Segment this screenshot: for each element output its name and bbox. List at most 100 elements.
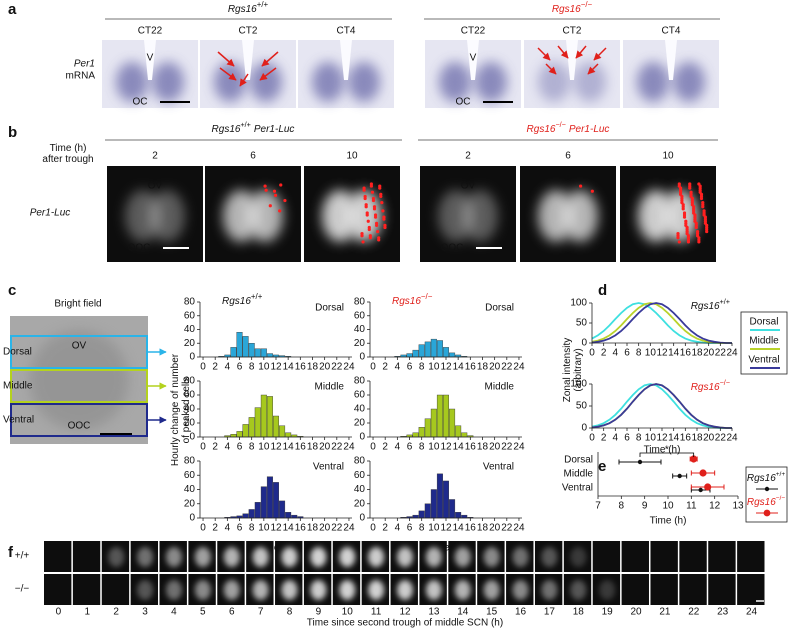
peak-cell-dot — [383, 225, 387, 230]
y-tick-label: 20 — [354, 338, 366, 349]
x-tick-label: 14 — [453, 362, 465, 373]
frame-signal — [194, 580, 211, 600]
frame-image — [621, 574, 649, 605]
y-tick-label: 20 — [354, 498, 366, 509]
arrow — [557, 45, 569, 59]
frame-signal — [108, 547, 125, 567]
peak-cell-dot — [372, 207, 377, 211]
time-tick-label: 12 — [399, 607, 411, 618]
time-tick-label: 14 — [457, 607, 469, 618]
y-tick-label: 0 — [189, 352, 195, 363]
x-tick-label: 20 — [489, 362, 501, 373]
time-tick-label: 6 — [229, 607, 235, 618]
frame-signal — [570, 547, 587, 567]
time-tick-label: 16 — [515, 607, 527, 618]
point — [690, 455, 698, 463]
time-tick-label: 3 — [142, 607, 148, 618]
peak-cell-dot — [693, 219, 697, 223]
peak-cell-dot — [380, 201, 384, 205]
x-tick-label: 6 — [237, 523, 243, 534]
x-tick-label: 16 — [465, 362, 477, 373]
bar — [291, 514, 298, 519]
ish-signal — [250, 62, 282, 102]
peak-cell-dot — [692, 211, 696, 215]
y-tick-label: 20 — [184, 498, 196, 509]
peak-cell-dot — [701, 205, 705, 209]
oc-label: OC — [133, 97, 148, 108]
x-tick-label: 11 — [686, 501, 697, 512]
y-tick-label: 80 — [184, 376, 196, 387]
y-tick-label: 100 — [570, 379, 587, 390]
panel-label: d — [598, 282, 607, 299]
x-tick-label: 18 — [477, 362, 489, 373]
x-tick-label: 14 — [453, 523, 465, 534]
x-tick-label: 14 — [668, 348, 680, 359]
peak-cell-dot — [682, 215, 687, 219]
category-label: Middle — [564, 469, 594, 480]
ooc-label: OOC — [441, 243, 464, 254]
y-tick-label: 0 — [189, 432, 195, 443]
y-tick-label: 0 — [359, 352, 365, 363]
genotype-label: Rgs16+/+ — [222, 292, 263, 307]
peak-cell-dot — [685, 232, 689, 236]
bar — [424, 503, 431, 519]
time-tick-label: 23 — [717, 607, 729, 618]
bar — [449, 499, 456, 519]
x-tick-label: 20 — [489, 442, 501, 453]
x-tick-label: 2 — [212, 523, 218, 534]
y-tick-label: 50 — [576, 401, 588, 412]
x-tick-label: 16 — [295, 442, 307, 453]
y-tick-label: 50 — [576, 318, 588, 329]
peak-cell-dot — [373, 215, 378, 219]
y-axis-title-line: Hourly change of number — [170, 353, 181, 466]
y-tick-label: 60 — [354, 390, 366, 401]
y-tick-label: 0 — [581, 423, 587, 434]
legend-box — [745, 466, 788, 523]
genotype-label: Rgs16+/+ — [747, 471, 785, 484]
ooc-label: OOC — [128, 243, 151, 254]
luc-signal — [562, 190, 598, 242]
x-tick-label: 8 — [419, 362, 425, 373]
time-tick-label: 21 — [659, 607, 671, 618]
panel-label: a — [8, 1, 17, 18]
time-value: 10 — [346, 151, 358, 162]
bar — [455, 512, 462, 519]
gene-name: Rgs16 — [552, 4, 581, 15]
frame-signal — [368, 547, 385, 567]
y-tick-label: 60 — [184, 310, 196, 321]
x-tick-label: 16 — [680, 433, 692, 444]
frame-image — [101, 574, 130, 605]
frame-signal — [165, 547, 182, 567]
arrow — [261, 51, 279, 67]
x-tick-label: 4 — [613, 348, 619, 359]
x-tick-label: 22 — [501, 442, 513, 453]
bar — [412, 349, 419, 358]
x-tick-label: 6 — [407, 362, 413, 373]
x-tick-label: 18 — [477, 442, 489, 453]
x-tick-label: 0 — [589, 433, 595, 444]
genotype-label: Rgs16−/− Per1-Luc — [527, 120, 610, 135]
peak-cell-dot — [377, 238, 381, 242]
ov-label: OV — [72, 341, 87, 352]
x-tick-label: 10 — [662, 501, 674, 512]
time-tick-label: 4 — [171, 607, 177, 618]
time-tick-label: 1 — [85, 607, 91, 618]
x-tick-label: 2 — [382, 523, 388, 534]
time-value: 2 — [152, 151, 158, 162]
x-tick-label: 6 — [624, 348, 630, 359]
region-label: Dorsal — [315, 303, 344, 314]
frame-image — [737, 541, 765, 572]
frame-image — [708, 541, 736, 572]
bar — [260, 394, 267, 438]
time-tick-label: 20 — [630, 607, 642, 618]
arrow — [575, 45, 587, 59]
bar — [230, 347, 237, 358]
peak-cell-dot — [680, 201, 684, 205]
significance-bracket — [639, 452, 695, 457]
y-axis-title: Zonal intensity(arbitrary) — [562, 338, 584, 402]
y-tick-label: 20 — [354, 418, 366, 429]
peak-cell-dot — [378, 186, 382, 190]
frame-signal — [137, 547, 154, 567]
frame-signal — [339, 547, 356, 567]
bright-field-label: Bright field — [54, 299, 101, 310]
